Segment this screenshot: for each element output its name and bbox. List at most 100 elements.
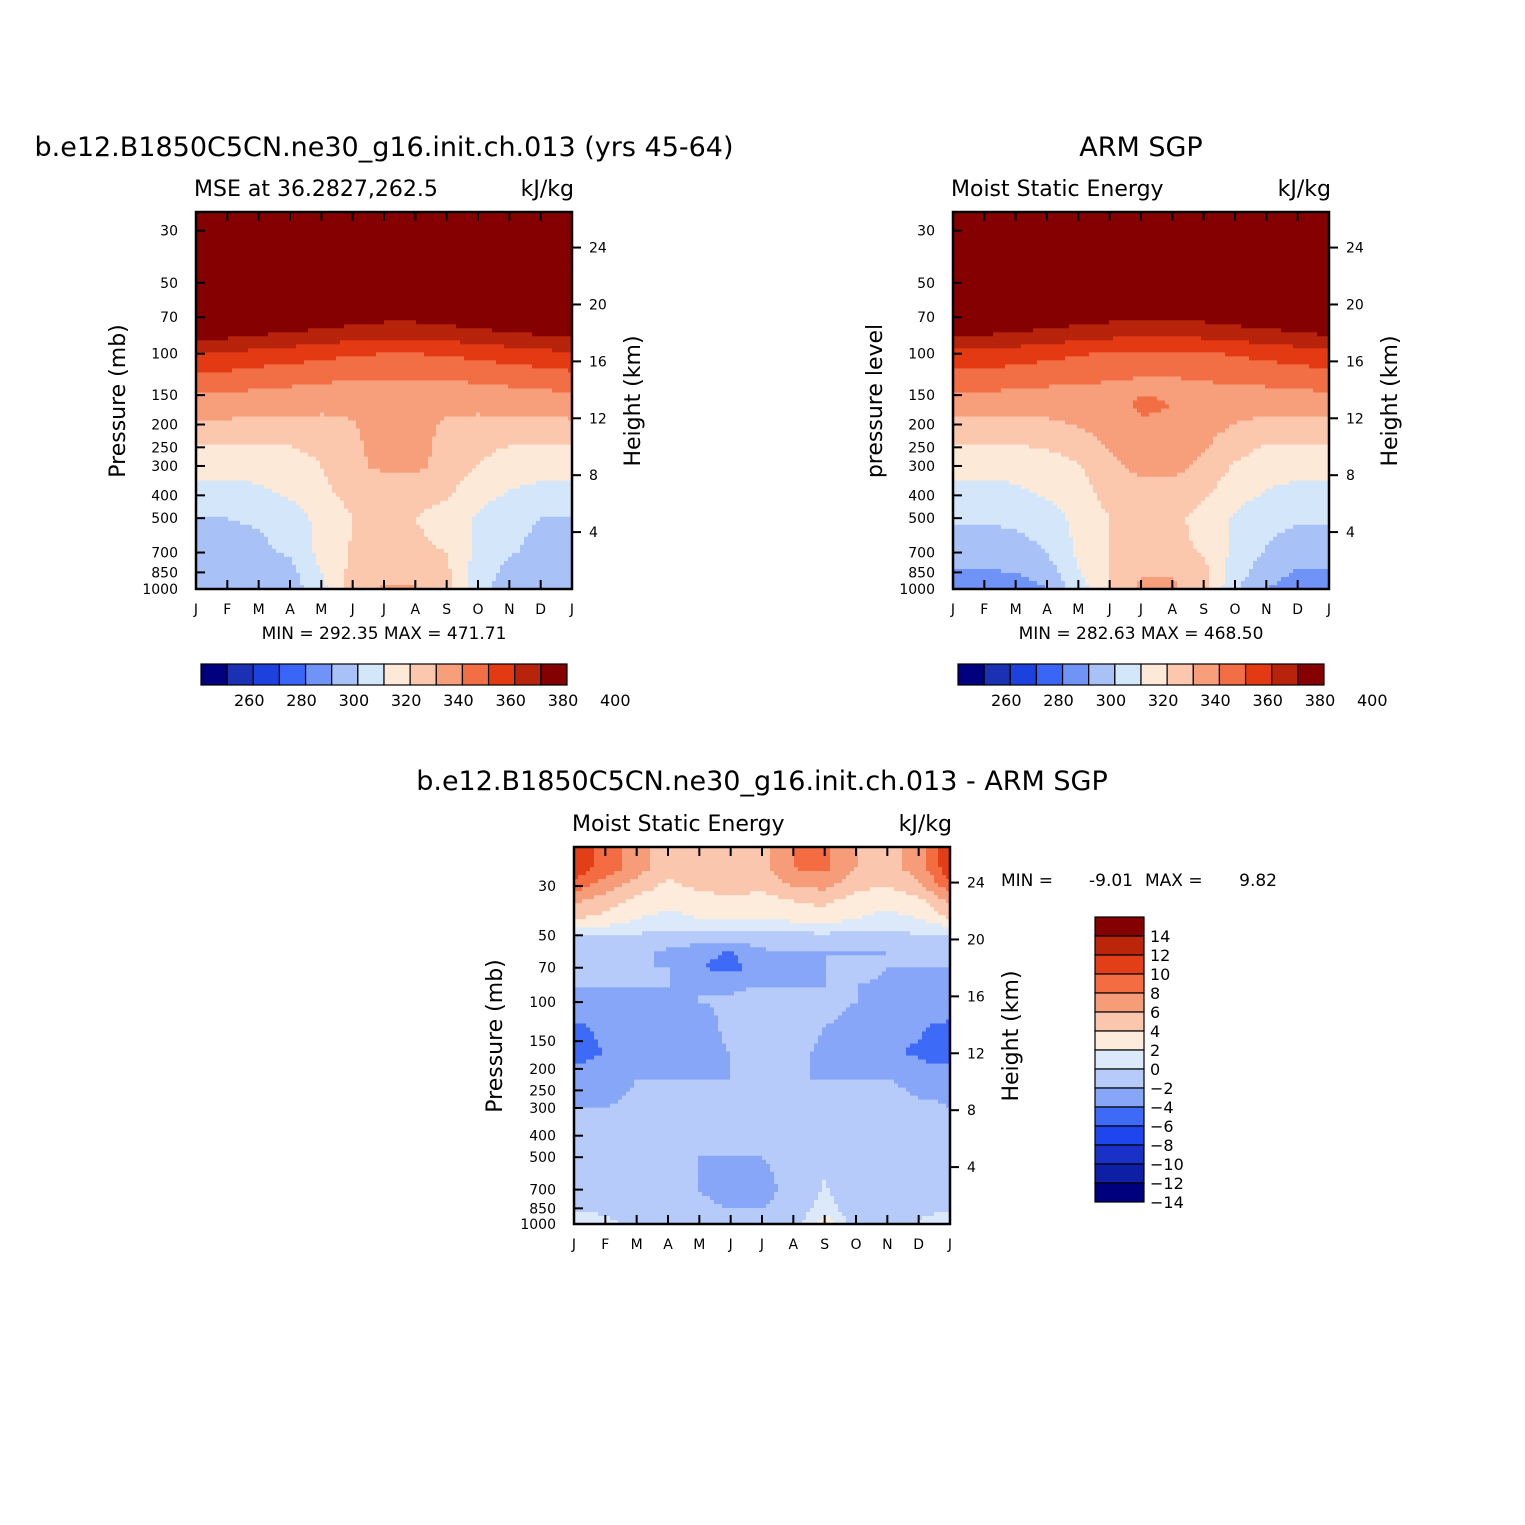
contour-cell bbox=[396, 244, 401, 249]
contour-cell bbox=[300, 244, 305, 249]
contour-cell bbox=[412, 252, 417, 257]
contour-cell bbox=[496, 312, 501, 317]
contour-cell bbox=[532, 256, 537, 261]
contour-cell bbox=[328, 392, 333, 398]
contour-cell bbox=[324, 388, 329, 394]
contour-cell bbox=[436, 368, 441, 374]
contour-cell bbox=[360, 248, 365, 253]
contour-cell bbox=[364, 316, 369, 321]
contour-cell bbox=[232, 388, 237, 394]
contour-cell bbox=[340, 380, 345, 386]
contour-cell bbox=[548, 280, 553, 285]
contour-cell bbox=[440, 276, 445, 281]
contour-cell bbox=[288, 276, 293, 281]
contour-cell bbox=[244, 352, 249, 357]
contour-cell bbox=[416, 284, 421, 289]
contour-cell bbox=[332, 408, 337, 414]
contour-cell bbox=[296, 340, 301, 345]
contour-cell bbox=[284, 252, 289, 257]
contour-cell bbox=[516, 228, 521, 233]
contour-cell bbox=[200, 232, 205, 237]
contour-cell bbox=[216, 312, 221, 317]
contour-cell bbox=[448, 404, 453, 410]
contour-cell bbox=[412, 240, 417, 245]
contour-cell bbox=[264, 232, 269, 237]
contour-cell bbox=[548, 328, 553, 333]
contour-cell bbox=[564, 272, 569, 277]
contour-cell bbox=[208, 388, 213, 394]
contour-cell bbox=[556, 364, 561, 370]
contour-cell bbox=[200, 348, 205, 353]
contour-cell bbox=[240, 356, 245, 361]
contour-cell bbox=[496, 340, 501, 345]
contour-cell bbox=[408, 364, 413, 370]
contour-cell bbox=[480, 220, 485, 225]
contour-cell bbox=[496, 360, 501, 365]
contour-cell bbox=[392, 336, 397, 341]
contour-cell bbox=[224, 300, 229, 305]
contour-cell bbox=[496, 348, 501, 353]
contour-cell bbox=[356, 380, 361, 386]
contour-cell bbox=[252, 344, 257, 349]
contour-cell bbox=[212, 380, 217, 386]
contour-cell bbox=[220, 212, 225, 217]
contour-cell bbox=[436, 392, 441, 398]
contour-cell bbox=[300, 340, 305, 345]
contour-cell bbox=[428, 216, 433, 221]
contour-cell bbox=[368, 344, 373, 349]
contour-cell bbox=[436, 364, 441, 370]
contour-cell bbox=[312, 220, 317, 225]
contour-cell bbox=[336, 216, 341, 221]
contour-cell bbox=[220, 312, 225, 317]
contour-cell bbox=[404, 264, 409, 269]
contour-cell bbox=[488, 388, 493, 394]
contour-cell bbox=[436, 360, 441, 365]
contour-cell bbox=[464, 292, 469, 297]
contour-cell bbox=[496, 272, 501, 277]
contour-cell bbox=[424, 256, 429, 261]
contour-cell bbox=[328, 256, 333, 261]
contour-cell bbox=[200, 400, 205, 406]
contour-cell bbox=[228, 328, 233, 333]
contour-cell bbox=[204, 412, 209, 418]
contour-cell bbox=[332, 300, 337, 305]
contour-cell bbox=[524, 224, 529, 229]
contour-cell bbox=[484, 232, 489, 237]
contour-cell bbox=[228, 352, 233, 357]
contour-cell bbox=[400, 276, 405, 281]
contour-cell bbox=[232, 348, 237, 353]
contour-cell bbox=[392, 276, 397, 281]
contour-cell bbox=[392, 412, 397, 418]
contour-cell bbox=[292, 292, 297, 297]
contour-cell bbox=[416, 212, 421, 217]
contour-cell bbox=[552, 400, 557, 406]
contour-cell bbox=[388, 300, 393, 305]
contour-cell bbox=[540, 300, 545, 305]
contour-cell bbox=[196, 348, 201, 353]
contour-cell bbox=[324, 316, 329, 321]
contour-cell bbox=[448, 304, 453, 309]
contour-cell bbox=[216, 380, 221, 386]
contour-cell bbox=[380, 332, 385, 337]
contour-cell bbox=[456, 224, 461, 229]
contour-cell bbox=[548, 268, 553, 273]
contour-cell bbox=[316, 348, 321, 353]
contour-cell bbox=[412, 268, 417, 273]
contour-cell bbox=[228, 304, 233, 309]
contour-cell bbox=[220, 300, 225, 305]
contour-cell bbox=[568, 332, 573, 337]
contour-cell bbox=[344, 288, 349, 293]
contour-cell bbox=[244, 308, 249, 313]
contour-cell bbox=[320, 392, 325, 398]
contour-cell bbox=[328, 420, 333, 426]
contour-cell bbox=[556, 372, 561, 378]
contour-cell bbox=[380, 276, 385, 281]
contour-cell bbox=[232, 332, 237, 337]
contour-cell bbox=[292, 268, 297, 273]
contour-cell bbox=[336, 236, 341, 241]
contour-cell bbox=[560, 388, 565, 394]
contour-cell bbox=[388, 224, 393, 229]
contour-cell bbox=[536, 376, 541, 382]
contour-cell bbox=[384, 416, 389, 422]
contour-cell bbox=[540, 388, 545, 394]
